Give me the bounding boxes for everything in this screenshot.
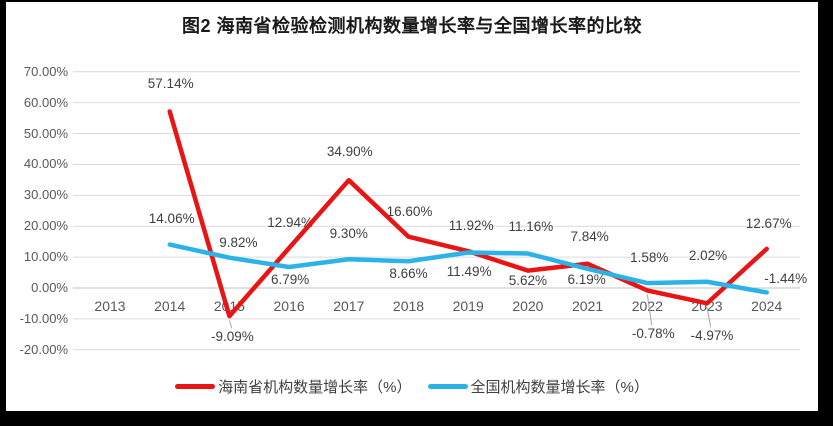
legend: 海南省机构数量增长率（%） 全国机构数量增长率（%）: [6, 376, 818, 397]
legend-swatch-hainan-line: [175, 384, 216, 389]
legend-label-hainan: 海南省机构数量增长率（%）: [218, 379, 412, 396]
legend-swatch-national-line: [427, 384, 468, 389]
x-tick-label: 2021: [572, 298, 604, 314]
data-label: 11.92%: [448, 218, 494, 234]
chart-title: 图2 海南省检验检测机构数量增长率与全国增长率的比较: [181, 16, 642, 36]
data-label: 7.84%: [570, 228, 609, 244]
x-tick-label: 2018: [392, 298, 425, 314]
data-label: -9.09%: [211, 329, 254, 345]
legend-label-national: 全国机构数量增长率（%）: [470, 379, 649, 396]
data-label: 5.62%: [508, 272, 548, 288]
data-label: 11.49%: [446, 263, 492, 279]
legend-item-national: 全国机构数量增长率（%）: [427, 376, 649, 397]
data-label: -1.44%: [764, 271, 808, 287]
x-tick-label: 2023: [691, 298, 723, 314]
data-label: 16.60%: [386, 203, 433, 219]
x-tick-label: 2013: [94, 298, 126, 314]
x-tick-label: 2014: [154, 298, 186, 314]
x-tick-label: 2024: [751, 298, 783, 314]
chart-canvas: 图2 海南省检验检测机构数量增长率与全国增长率的比较 70.00% 60.00% 5…: [6, 2, 818, 411]
data-label: 9.30%: [329, 226, 368, 242]
series-line-hainan: [167, 109, 769, 319]
label-leader-line: [228, 319, 233, 329]
x-tick-label: 2017: [333, 298, 365, 314]
data-label: -0.78%: [631, 326, 675, 342]
y-tick-label: 30.00%: [23, 187, 68, 203]
data-label: 6.19%: [567, 271, 606, 287]
x-tick-label: 2016: [273, 298, 305, 314]
x-tick-label: 2020: [512, 298, 544, 314]
y-tick-label: 40.00%: [23, 156, 68, 172]
legend-item-hainan: 海南省机构数量增长率（%）: [175, 376, 412, 397]
y-tick-label: 50.00%: [23, 125, 68, 141]
data-label: 1.58%: [630, 250, 669, 266]
y-tick-label: 60.00%: [23, 94, 68, 110]
data-label: 9.82%: [219, 234, 258, 250]
data-label: 11.16%: [508, 218, 554, 234]
data-label: 57.14%: [147, 76, 194, 92]
y-tick-label: 20.00%: [23, 218, 68, 234]
y-tick-label: -10.00%: [19, 310, 68, 326]
data-label: 8.66%: [389, 266, 428, 282]
data-label: 12.94%: [267, 215, 313, 231]
x-tick-label: 2015: [213, 298, 245, 314]
data-label: 6.79%: [270, 272, 310, 288]
y-tick-label: 70.00%: [23, 63, 68, 79]
y-tick-label: 10.00%: [23, 249, 68, 265]
y-tick-label: 0.00%: [31, 280, 68, 295]
data-label: -4.97%: [690, 328, 734, 344]
x-tick-label: 2019: [452, 298, 484, 314]
data-label: 12.67%: [745, 215, 792, 231]
data-label: 14.06%: [148, 210, 195, 226]
x-tick-label: 2022: [631, 298, 663, 314]
data-label: 2.02%: [688, 247, 728, 263]
data-label: 34.90%: [326, 144, 373, 160]
y-tick-label: -20.00%: [19, 341, 68, 357]
